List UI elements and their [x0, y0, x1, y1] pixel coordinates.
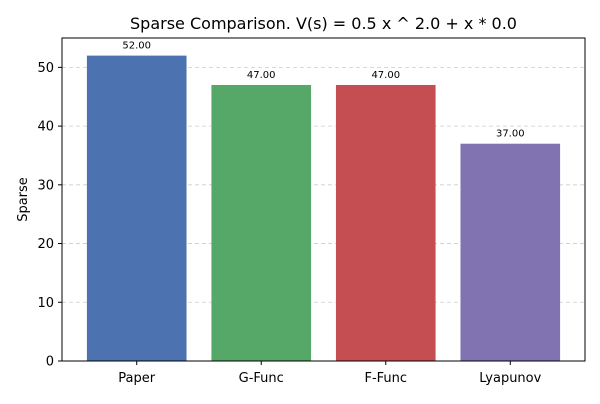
y-tick-label: 20 — [37, 237, 54, 252]
x-tick-label: Lyapunov — [479, 371, 541, 386]
x-tick-label: Paper — [118, 371, 155, 386]
chart-title: Sparse Comparison. V(s) = 0.5 x ^ 2.0 + … — [130, 14, 517, 33]
x-axis-ticks: Paper G-Func F-Func Lyapunov — [118, 361, 542, 386]
value-labels: 52.00 47.00 47.00 37.00 — [122, 41, 524, 140]
bar-value-label: 52.00 — [122, 41, 151, 52]
x-tick-label: F-Func — [364, 371, 407, 386]
y-tick-label: 10 — [37, 296, 54, 311]
bar — [86, 55, 187, 361]
plot-frame — [61, 37, 586, 362]
y-tick-label: 30 — [37, 178, 54, 193]
bars — [86, 55, 561, 362]
y-axis-label: Sparse — [16, 177, 31, 222]
y-tick-label: 50 — [37, 61, 54, 76]
bar-value-label: 47.00 — [247, 70, 276, 81]
bar — [460, 143, 561, 361]
y-tick-label: 0 — [46, 355, 54, 370]
x-tick-label: G-Func — [239, 371, 284, 386]
bar-value-label: 37.00 — [496, 129, 525, 140]
y-axis-ticks: 0 10 20 30 40 50 — [37, 61, 62, 370]
y-tick-label: 40 — [37, 120, 54, 135]
bar-value-label: 47.00 — [371, 70, 400, 81]
bar — [211, 84, 312, 362]
bar — [335, 84, 436, 362]
